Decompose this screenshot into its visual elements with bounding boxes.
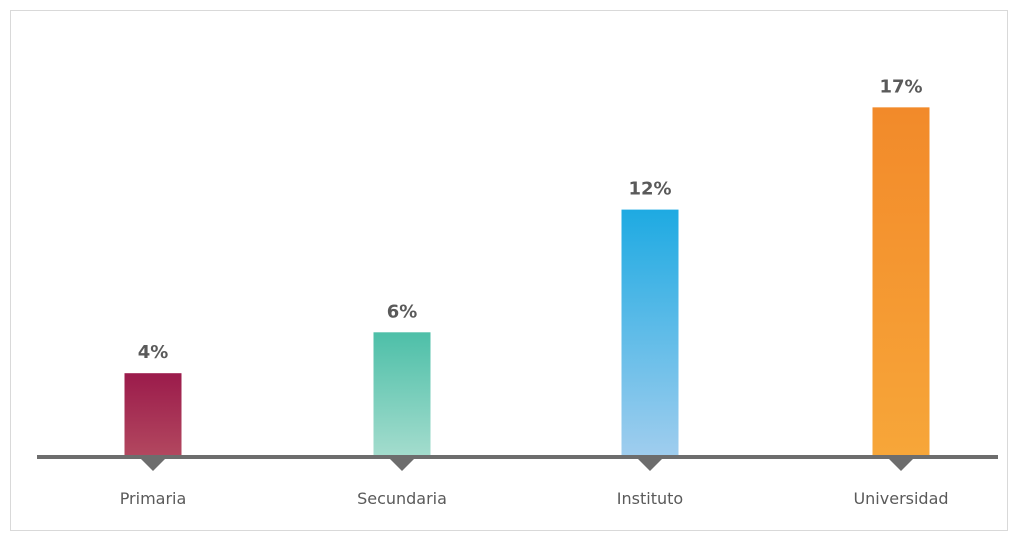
x-axis [37,455,998,471]
value-label-instituto: 12% [628,179,671,200]
x-axis-line [37,455,998,459]
category-label-primaria: Primaria [120,489,187,508]
category-label-instituto: Instituto [617,489,683,508]
bars-group [124,107,930,455]
bar-primaria [124,373,182,455]
category-label-universidad: Universidad [853,489,948,508]
labels-group: 4% Primaria 6% Secundaria 12% Instituto 17% Uni… [120,76,949,508]
value-label-primaria: 4% [138,342,169,363]
tick-marker-secundaria [389,458,415,471]
category-label-secundaria: Secundaria [357,489,447,508]
value-label-universidad: 17% [879,76,922,97]
tick-marker-primaria [140,458,166,471]
value-label-secundaria: 6% [387,301,418,322]
bar-instituto [621,209,679,455]
tick-marker-instituto [637,458,663,471]
bar-secundaria [373,332,431,455]
bar-universidad [872,107,930,455]
tick-marker-universidad [888,458,914,471]
